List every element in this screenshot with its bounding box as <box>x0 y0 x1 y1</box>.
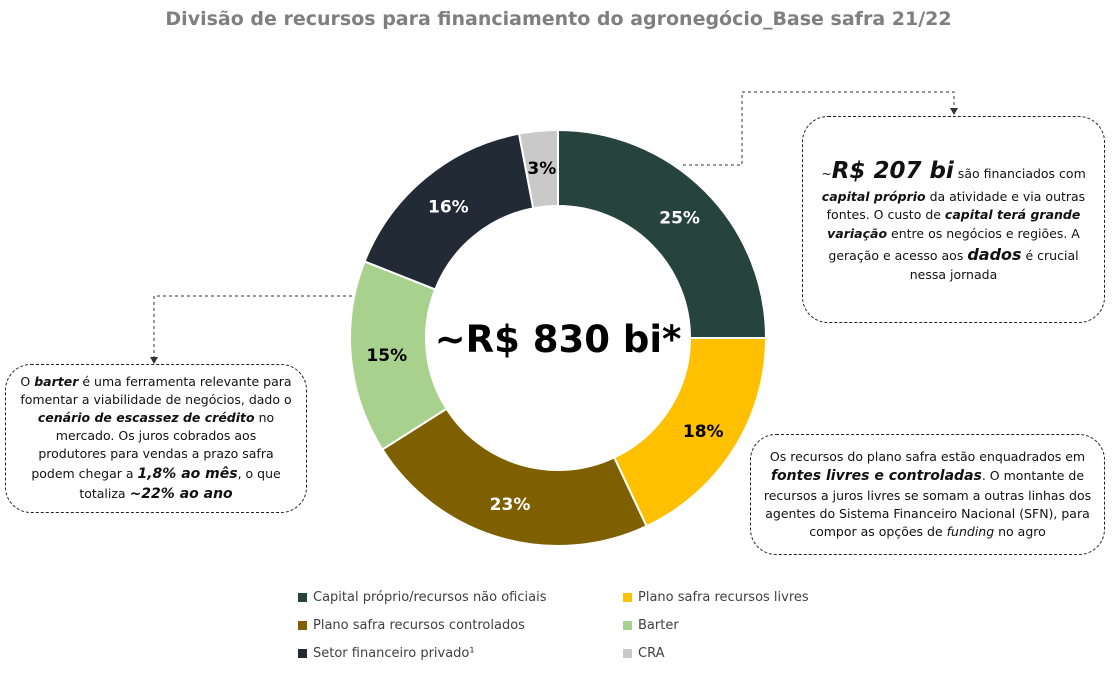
slice-label-setor-financeiro-privado: 16% <box>428 197 469 217</box>
slice-plano-safra-recursos-controlados <box>380 407 648 547</box>
legend-item-plano-safra-controlados: Plano safra recursos controlados <box>298 618 525 633</box>
connector-top-right-arrow <box>950 108 958 115</box>
connector-left <box>153 295 352 358</box>
legend-item-capital-proprio: Capital próprio/recursos não oficiais <box>298 590 547 605</box>
legend-swatch <box>298 649 307 658</box>
chart-title: Divisão de recursos para financiamento d… <box>165 8 952 30</box>
note-plano-safra: Os recursos do plano safra estão enquadr… <box>750 434 1105 555</box>
legend-item-plano-safra-livres: Plano safra recursos livres <box>623 590 809 605</box>
legend-swatch <box>623 649 632 658</box>
note-capital-proprio: ~R$ 207 bi são financiados com capital p… <box>802 116 1105 323</box>
note-barter: O barter é uma ferramenta relevante para… <box>5 364 307 513</box>
connector-top-right <box>683 91 955 166</box>
slice-label-cra: 3% <box>527 159 556 179</box>
slice-label-plano-safra-recursos-controlados: 23% <box>490 495 531 515</box>
slice-cra <box>517 128 559 210</box>
connector-left-arrow <box>150 357 158 364</box>
legend-label: Plano safra recursos livres <box>638 590 809 605</box>
center-total-label: ~R$ 830 bi* <box>435 318 682 361</box>
legend-label: Barter <box>638 618 679 633</box>
slice-label-plano-safra-recursos-livres: 18% <box>683 422 724 442</box>
legend-item-setor-financeiro: Setor financeiro privado¹ <box>298 646 475 661</box>
legend-swatch <box>298 621 307 630</box>
legend-item-barter: Barter <box>623 618 679 633</box>
legend-label: Setor financeiro privado¹ <box>313 646 475 661</box>
legend-label: CRA <box>638 646 665 661</box>
slice-label-capital-proprio-recursos-nao-oficiais: 25% <box>659 208 700 228</box>
legend-item-cra: CRA <box>623 646 664 661</box>
legend-label: Plano safra recursos controlados <box>313 618 525 633</box>
legend-swatch <box>623 621 632 630</box>
slice-capital-proprio-recursos-nao-oficiais <box>557 128 768 339</box>
legend-label: Capital próprio/recursos não oficiais <box>313 590 547 605</box>
slice-label-barter: 15% <box>366 346 407 366</box>
legend-swatch <box>623 593 632 602</box>
legend-swatch <box>298 593 307 602</box>
